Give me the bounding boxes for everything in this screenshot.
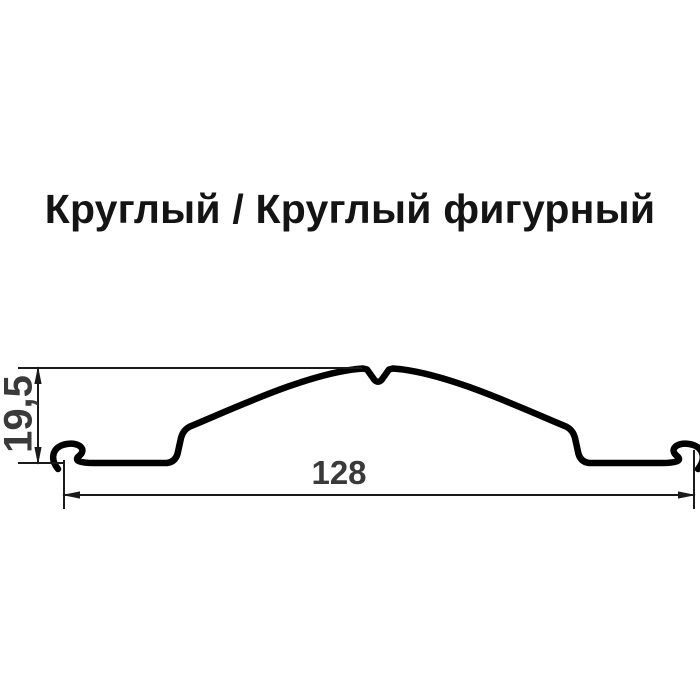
width-dimension-label: 128 [311, 454, 367, 491]
profile-outline [49, 365, 700, 473]
height-dimension-label: 19,5 [0, 375, 41, 453]
page-title: Круглый / Круглый фигурный [44, 186, 656, 232]
height-arrowhead-down [34, 447, 42, 465]
width-arrowhead-left [62, 491, 80, 499]
width-arrowhead-right [678, 491, 696, 499]
height-arrowhead-up [34, 366, 42, 384]
